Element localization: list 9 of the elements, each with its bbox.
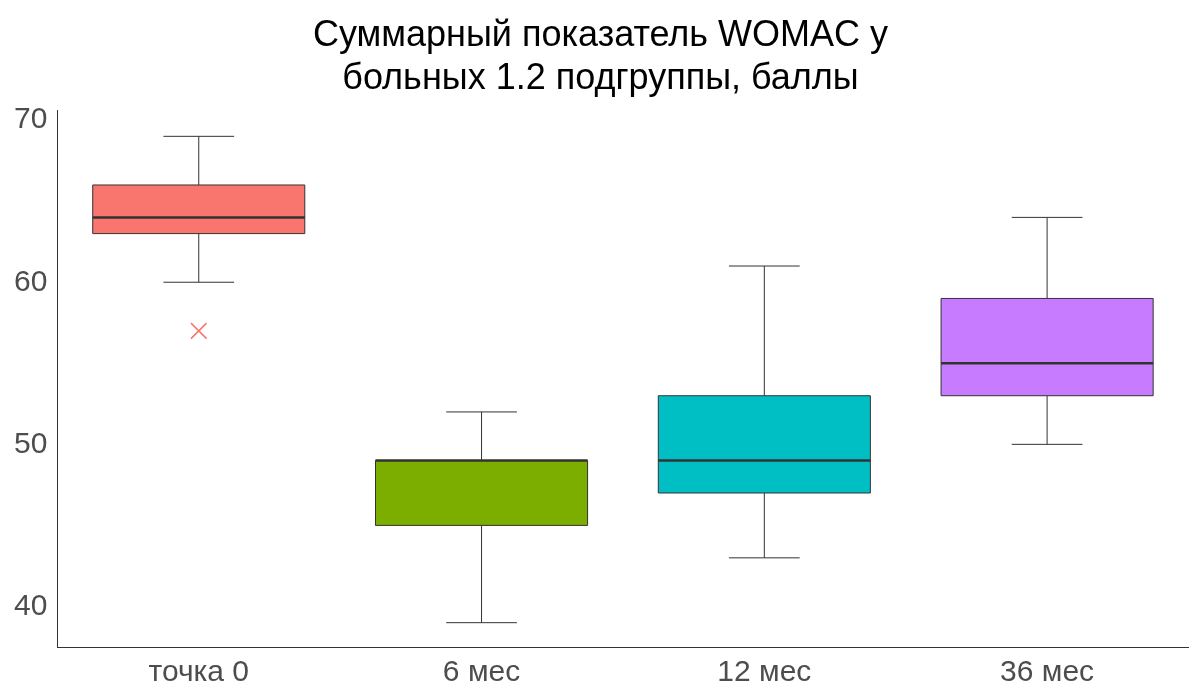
y-tick-label: 50 [13, 425, 48, 459]
x-tick-label: 36 мес [1000, 654, 1095, 688]
x-tick-label: 6 мес [442, 654, 521, 688]
x-tick-label: 12 мес [717, 654, 812, 688]
y-tick-label: 70 [13, 101, 48, 135]
y-tick-label: 40 [13, 587, 48, 621]
x-tick-label: точка 0 [148, 654, 250, 688]
y-tick-label: 60 [13, 263, 48, 297]
chart-title: Суммарный показатель WOMAC у больных 1.2 подгруппы, баллы [312, 12, 889, 97]
